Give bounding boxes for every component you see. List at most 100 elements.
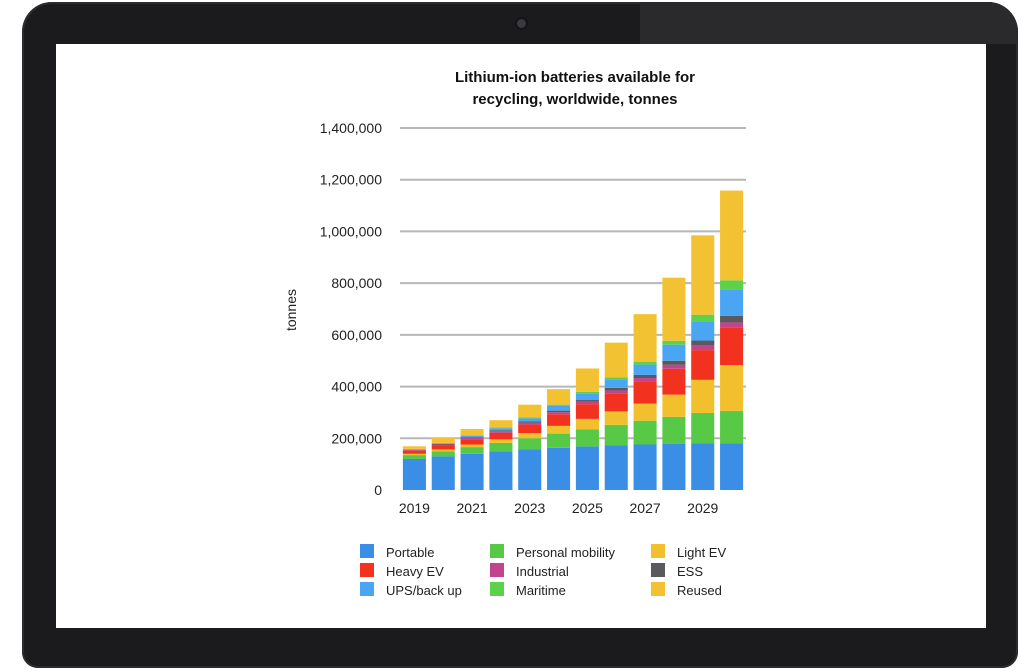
bar-segment	[547, 433, 571, 448]
x-tick-label: 2023	[514, 500, 545, 516]
y-tick-label: 1,000,000	[320, 223, 382, 239]
bar-segment	[402, 458, 426, 490]
bezel-glare	[640, 2, 1018, 44]
bar-segment	[720, 280, 744, 290]
bar-segment	[633, 444, 657, 490]
bar-segment	[518, 421, 542, 423]
bar-segment	[402, 446, 426, 449]
bar-segment	[604, 377, 628, 380]
bar-segment	[604, 445, 628, 490]
bar-segment	[460, 439, 484, 445]
bar-segment	[402, 455, 426, 459]
bar-segment	[633, 378, 657, 382]
bar-segment	[518, 433, 542, 439]
bar-segment	[662, 344, 686, 361]
bar-segment	[604, 390, 628, 394]
bar-segment	[460, 444, 484, 448]
bar-segment	[720, 289, 744, 316]
bar-segment	[431, 456, 455, 490]
bar-segment	[489, 428, 513, 431]
bar-segment	[460, 435, 484, 438]
bar-segment	[489, 420, 513, 428]
chart-title-line-1: Lithium-ion batteries available for	[455, 69, 695, 86]
legend-label: Heavy EV	[386, 564, 444, 579]
bar-segment	[691, 321, 715, 341]
x-tick-label: 2027	[630, 500, 661, 516]
bar-segment	[720, 365, 744, 411]
bar-segment	[720, 315, 744, 323]
y-tick-label: 600,000	[331, 327, 382, 343]
bar-segment	[633, 362, 657, 365]
bar-segment	[691, 340, 715, 346]
legend-swatch	[651, 563, 665, 577]
bar-segment	[633, 374, 657, 379]
bar-segment	[460, 437, 484, 439]
bar-segment	[402, 449, 426, 450]
bar-segment	[402, 449, 426, 451]
y-tick-label: 1,200,000	[320, 172, 382, 188]
bar-segment	[518, 449, 542, 490]
bar-segment	[575, 393, 599, 401]
bar-segment	[547, 404, 571, 406]
legend-swatch	[490, 582, 504, 596]
bar-segment	[720, 443, 744, 490]
bar-segment	[720, 322, 744, 328]
y-tick-label: 1,400,000	[320, 120, 382, 136]
bar-segment	[547, 447, 571, 490]
bar-segment	[633, 314, 657, 363]
bar-segment	[460, 447, 484, 454]
bar-segment	[431, 449, 455, 452]
bar-segment	[460, 453, 484, 490]
legend: Portable Personal mobility Light EV Heavy E…	[360, 544, 726, 598]
y-tick-label: 200,000	[331, 430, 382, 446]
bar-segment	[431, 451, 455, 457]
bars	[402, 190, 744, 490]
bar-segment	[720, 410, 744, 444]
bar-segment	[489, 451, 513, 490]
bar-segment	[518, 422, 542, 425]
bar-segment	[662, 364, 686, 369]
gridlines	[400, 127, 746, 440]
bar-segment	[662, 277, 686, 341]
bar-segment	[489, 430, 513, 432]
legend-swatch	[360, 563, 374, 577]
legend-swatch	[360, 582, 374, 596]
bar-segment	[547, 425, 571, 434]
bar-segment	[575, 404, 599, 419]
legend-label: Portable	[386, 545, 434, 560]
y-axis-label: tonnes	[283, 289, 299, 331]
bar-segment	[604, 342, 628, 378]
legend-label: Industrial	[516, 564, 569, 579]
bar-segment	[575, 446, 599, 490]
bar-segment	[720, 190, 744, 281]
bar-segment	[489, 442, 513, 452]
bar-segment	[575, 401, 599, 405]
bar-segment	[720, 327, 744, 366]
bar-segment	[604, 387, 628, 391]
bar-segment	[547, 414, 571, 426]
bar-segment	[662, 368, 686, 395]
bar-segment	[547, 410, 571, 413]
bar-segment	[431, 437, 455, 443]
bar-segment	[662, 416, 686, 444]
legend-label: ESS	[677, 564, 703, 579]
legend-label: Light EV	[677, 545, 726, 560]
bar-segment	[575, 368, 599, 392]
laptop-screen	[56, 44, 986, 628]
legend-label: UPS/back up	[386, 583, 462, 598]
x-tick-label: 2025	[572, 500, 603, 516]
x-tick-label: 2019	[399, 500, 430, 516]
x-tick-label: 2021	[457, 500, 488, 516]
bar-segment	[489, 439, 513, 443]
bar-segment	[402, 453, 426, 456]
legend-swatch	[651, 582, 665, 596]
chart-title: Lithium-ion batteries available for recy…	[455, 69, 695, 108]
bar-segment	[575, 418, 599, 430]
bar-segment	[691, 345, 715, 351]
y-tick-label: 0	[374, 482, 382, 498]
bar-segment	[460, 428, 484, 436]
bar-segment	[575, 400, 599, 402]
bar-segment	[604, 379, 628, 388]
bar-segment	[662, 394, 686, 417]
